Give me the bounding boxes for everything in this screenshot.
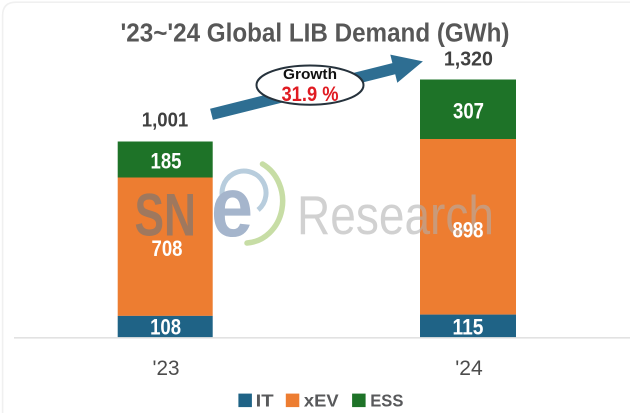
- svg-text:1,320: 1,320: [444, 47, 493, 70]
- svg-text:Growth: Growth: [283, 66, 337, 83]
- svg-text:31.9 %: 31.9 %: [282, 83, 339, 106]
- svg-text:Research: Research: [297, 184, 494, 246]
- svg-text:ESS: ESS: [370, 391, 403, 411]
- svg-text:307: 307: [453, 99, 484, 124]
- svg-text:1,001: 1,001: [142, 108, 189, 131]
- svg-text:108: 108: [150, 314, 181, 339]
- svg-text:'23~'24 Global LIB Demand (GWh: '23~'24 Global LIB Demand (GWh): [121, 18, 510, 48]
- svg-text:708: 708: [152, 236, 183, 261]
- svg-text:SN: SN: [135, 182, 197, 249]
- svg-text:115: 115: [453, 315, 484, 340]
- svg-text:898: 898: [453, 218, 484, 243]
- svg-text:'24: '24: [455, 357, 483, 380]
- svg-text:e: e: [211, 160, 253, 255]
- svg-text:185: 185: [151, 149, 182, 174]
- svg-text:IT: IT: [256, 391, 274, 411]
- svg-text:'23: '23: [153, 357, 180, 380]
- svg-text:xEV: xEV: [304, 391, 339, 411]
